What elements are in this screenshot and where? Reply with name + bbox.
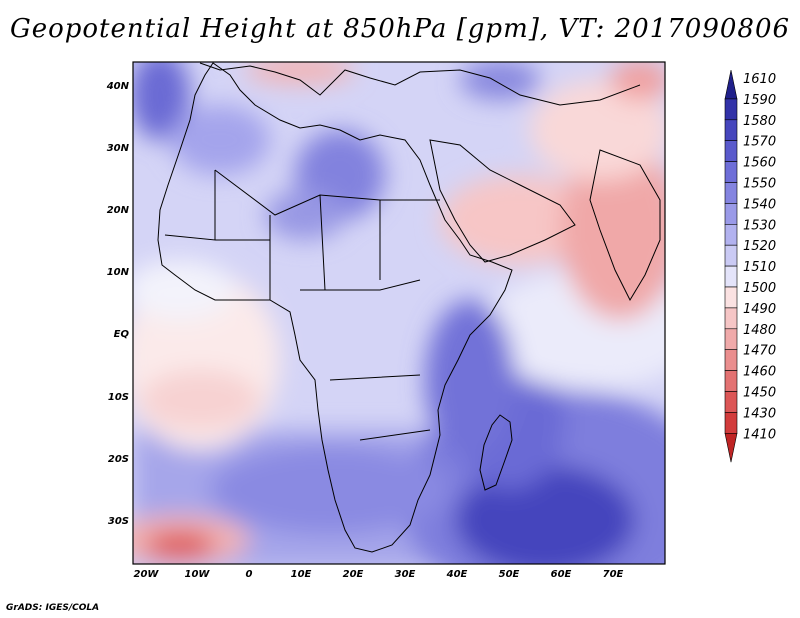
colorbar-label: 1490 [743,302,776,317]
map-title: Geopotential Height at 850hPa [gpm], VT:… [9,14,791,44]
lat-label: 10N [107,267,130,278]
colorbar-swatch [724,307,738,330]
credit-text: GrADS: IGES/COLA [6,603,100,613]
colorbar-swatch [724,119,738,142]
colorbar-swatch [724,244,738,267]
lat-label: 20N [107,205,130,216]
lon-label: 40E [446,569,468,580]
colorbar: 1610 1590 1580 1570 1560 1550 1540 1530 1520 1510… [724,69,776,463]
lon-label: 30E [395,569,416,580]
colorbar-label: 1530 [743,218,776,233]
colorbar-swatch [724,140,738,162]
lat-label: 30S [108,516,129,527]
lat-label: 10S [108,392,129,403]
lat-label: 30N [107,143,130,154]
atlantic-pink-zone [140,370,260,430]
mediterranean-low [245,62,355,84]
lon-label: 10E [291,569,312,580]
colorbar-label: 1480 [743,323,776,338]
colorbar-label: 1510 [743,260,776,275]
lon-label: 60E [551,569,572,580]
colorbar-label: 1450 [743,386,776,401]
colorbar-swatch [724,265,738,288]
colorbar-swatch [724,182,738,204]
india [589,149,661,302]
arabian-low [440,175,600,265]
colorbar-swatch [724,328,738,350]
arabian-peninsula [429,139,576,263]
lon-label: 20E [343,569,364,580]
internal-borders [164,169,440,441]
lon-label: 70E [603,569,624,580]
height-field [133,62,665,564]
nw-africa-high [133,62,190,140]
indian-ocean-high-core [455,465,635,564]
west-atlantic-neutral [133,260,235,320]
europe-coast [199,62,641,106]
colorbar-swatch [724,349,738,371]
colorbar-swatch [724,203,738,225]
colorbar-label: 1460 [743,365,776,380]
lon-label: 0 [246,569,253,580]
central-asia-low [610,62,665,100]
colorbar-swatch [724,286,738,309]
colorbar-swatch [724,370,738,392]
colorbar-label: 1540 [743,197,776,212]
colorbar-label: 1550 [743,177,776,192]
colorbar-label: 1520 [743,239,776,254]
africa-coastline [157,62,513,553]
coastlines [157,62,661,553]
colorbar-swatch [724,161,738,183]
lat-label: 40N [106,81,130,92]
colorbar-label: 1570 [743,135,776,150]
colorbar-label: 1470 [743,344,776,359]
colorbar-swatch [724,224,738,246]
lat-label: EQ [114,329,130,340]
colorbar-label: 1500 [743,281,776,296]
maghreb-high [170,105,270,175]
colorbar-label: 1580 [743,114,776,129]
madagascar [479,414,513,491]
east-africa-high [425,300,515,460]
south-atlantic-low-core [145,531,215,559]
colorbar-swatch [724,69,738,100]
latitude-axis: 40N 30N 20N 10N EQ 10S 20S 30S [106,81,130,527]
longitude-axis: 20W 10W 0 10E 20E 30E 40E 50E 60E 70E [134,569,624,580]
colorbar-swatch [724,433,738,463]
lon-label: 10W [185,569,211,580]
lon-label: 20W [134,569,160,580]
colorbar-swatch [724,391,738,413]
lon-label: 50E [499,569,520,580]
colorbar-label: 1590 [743,93,776,108]
colorbar-label: 1560 [743,156,776,171]
sahel-high [265,190,345,240]
south-africa-high [210,445,450,535]
lat-label: 20S [108,454,129,465]
colorbar-label: 1410 [743,427,776,442]
colorbar-label: 1610 [743,72,776,87]
plot-frame [132,61,666,565]
east-med-high [460,62,540,100]
colorbar-swatch [724,98,738,121]
south-asia-low [560,140,665,320]
colorbar-label: 1430 [743,406,776,421]
colorbar-swatch [724,412,738,434]
